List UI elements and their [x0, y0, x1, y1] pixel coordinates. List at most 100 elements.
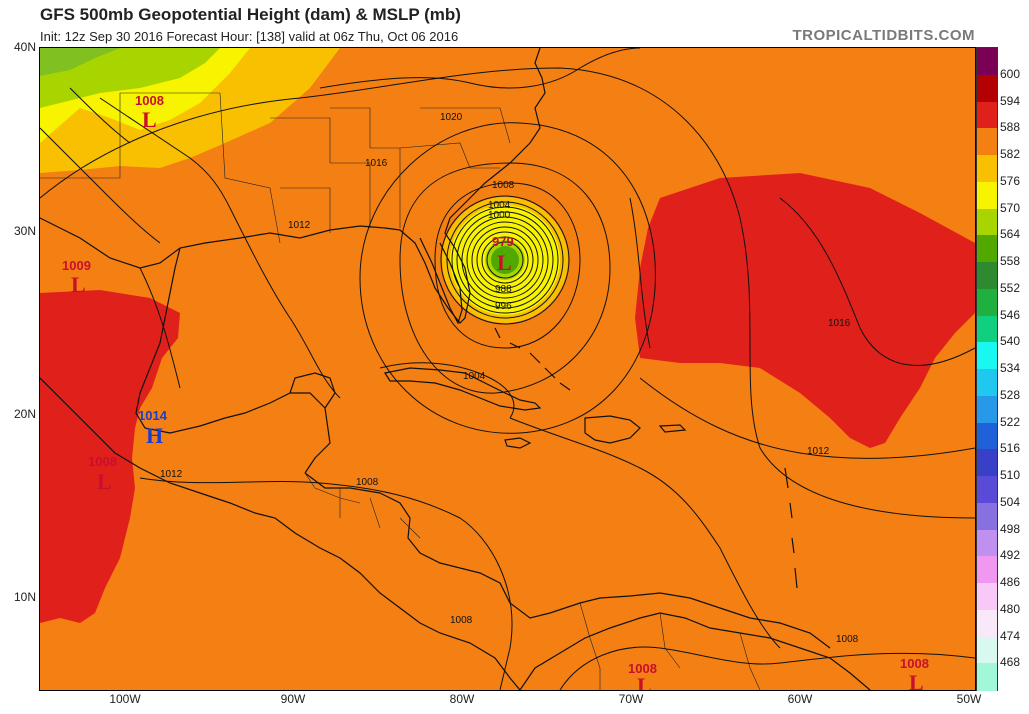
color-scale-segment [977, 101, 997, 129]
color-scale-label: 516 [1000, 441, 1021, 456]
color-scale-label: 564 [1000, 227, 1021, 242]
weather-map: 1020 1016 1012 1008 1004 1000 988 996 10… [39, 47, 976, 691]
color-scale-segment [977, 449, 997, 477]
color-scale-segment [977, 155, 997, 183]
color-scale-label: 588 [1000, 120, 1021, 135]
color-scale-segment [977, 609, 997, 637]
color-scale-label: 576 [1000, 173, 1021, 188]
color-scale-segment [977, 208, 997, 236]
map-canvas: 1020 1016 1012 1008 1004 1000 988 996 10… [40, 48, 975, 690]
svg-text:1008: 1008 [900, 656, 929, 671]
color-scale-label: 534 [1000, 361, 1021, 375]
height-field-564-core [40, 48, 120, 76]
color-scale-label: 582 [1000, 147, 1021, 161]
isobar-label: 1012 [160, 469, 183, 480]
isobar-label: 1012 [807, 446, 830, 457]
color-scale-segment [977, 262, 997, 290]
svg-text:1008: 1008 [628, 661, 657, 676]
isobar-label: 996 [495, 301, 512, 312]
map-title: GFS 500mb Geopotential Height (dam) & MS… [40, 5, 461, 24]
color-scale-label: 570 [1000, 200, 1021, 215]
svg-text:1008: 1008 [135, 93, 164, 108]
color-scale-bar [976, 47, 998, 691]
color-scale-segment [977, 502, 997, 530]
svg-text:1008: 1008 [88, 454, 117, 469]
high-pressure-marker: 1014 H [138, 408, 168, 448]
isobar-label: 1016 [365, 158, 388, 169]
color-scale-label: 468 [1000, 655, 1021, 670]
lat-label-30n: 30N [13, 224, 36, 238]
svg-text:L: L [97, 469, 112, 494]
isobar-label: 1008 [836, 634, 859, 645]
color-scale-segment [977, 315, 997, 343]
color-scale-segment [977, 181, 997, 209]
isobar-label: 1020 [440, 112, 463, 123]
low-pressure-marker: 1008 L [88, 454, 117, 494]
color-scale-segment [977, 342, 997, 370]
color-scale-label: 504 [1000, 494, 1021, 509]
lat-label-10n: 10N [13, 590, 36, 604]
isobar-label: 1008 [450, 615, 473, 626]
isobars [40, 48, 975, 690]
color-scale-segment [977, 48, 997, 76]
lon-label-50w: 50W [956, 692, 982, 706]
lon-label-70w: 70W [618, 692, 644, 706]
color-scale-label: 474 [1000, 628, 1021, 643]
color-scale-label: 558 [1000, 254, 1021, 268]
color-scale-segment [977, 529, 997, 557]
isobar-label: 1016 [828, 318, 851, 329]
color-scale-label: 480 [1000, 601, 1021, 616]
color-scale-segment [977, 235, 997, 263]
svg-text:L: L [142, 107, 157, 132]
low-pressure-marker: 1008 L [135, 93, 164, 132]
isobar-label: 1008 [356, 477, 379, 488]
color-scale-segment [977, 288, 997, 316]
color-scale-segment [977, 422, 997, 450]
svg-text:H: H [146, 423, 163, 448]
low-pressure-marker: 1009 L [62, 258, 91, 297]
color-scale-segment [977, 369, 997, 397]
isobar-label: 1000 [488, 210, 511, 221]
svg-text:L: L [637, 673, 652, 690]
coastlines [40, 48, 871, 690]
color-scale-segment [977, 636, 997, 664]
svg-text:L: L [497, 250, 512, 275]
svg-text:1014: 1014 [138, 408, 168, 423]
color-scale-label: 546 [1000, 307, 1021, 322]
hurricane-558-core [491, 246, 519, 274]
lon-label-90w: 90W [280, 692, 306, 706]
svg-text:1009: 1009 [62, 258, 91, 273]
lon-label-60w: 60W [787, 692, 813, 706]
isobar-label: 1004 [488, 200, 511, 211]
hurricane-low-marker: 979 L [492, 234, 514, 275]
svg-text:L: L [909, 670, 924, 690]
isobar-labels: 1020 1016 1012 1008 1004 1000 988 996 10… [160, 112, 859, 645]
color-scale-segment [977, 583, 997, 611]
color-scale-segment [977, 128, 997, 156]
color-scale-label: 510 [1000, 468, 1021, 482]
color-scale-label: 486 [1000, 575, 1021, 589]
color-scale-label: 594 [1000, 93, 1021, 108]
color-scale-segment [977, 476, 997, 504]
lat-label-20n: 20N [13, 407, 36, 421]
low-pressure-marker: 1008 L [900, 656, 929, 690]
color-scale-label: 498 [1000, 521, 1021, 536]
color-scale-label: 540 [1000, 334, 1021, 349]
lon-label-100w: 100W [109, 692, 141, 706]
isobar-label: 1012 [288, 220, 311, 231]
low-pressure-marker: 1008 L [628, 661, 657, 690]
lon-label-80w: 80W [449, 692, 475, 706]
isobar-label: 988 [495, 284, 512, 295]
political-borders [40, 92, 761, 690]
color-scale-label: 552 [1000, 280, 1021, 295]
height-field-588-east [635, 173, 975, 448]
svg-text:L: L [71, 272, 86, 297]
pressure-systems: 1008 L 1009 L 1014 H 1008 L 979 L 1008 L [62, 93, 929, 690]
color-scale-segment [977, 74, 997, 102]
map-subtitle: Init: 12z Sep 30 2016 Forecast Hour: [13… [40, 29, 459, 44]
height-field-564 [40, 48, 220, 108]
color-scale-label: 528 [1000, 387, 1021, 402]
isobar-label: 1008 [492, 180, 515, 191]
color-scale-segment [977, 395, 997, 423]
svg-text:979: 979 [492, 234, 514, 249]
